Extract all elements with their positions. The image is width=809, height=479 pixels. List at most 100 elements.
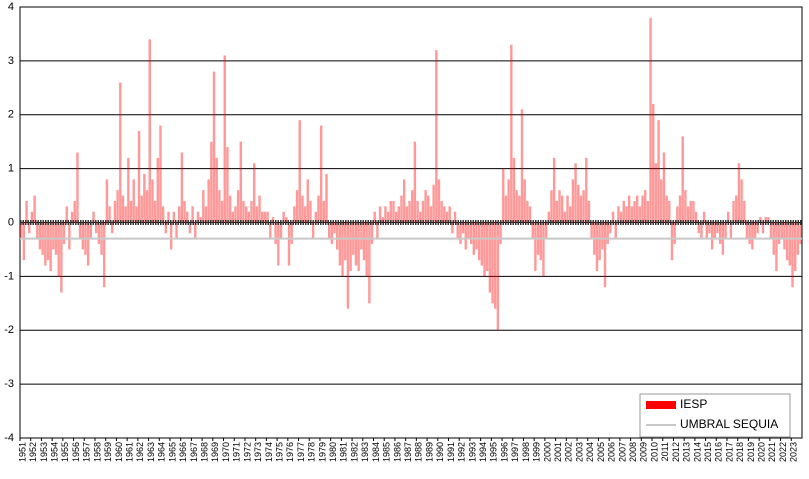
x-tick-label: 1968	[199, 442, 209, 462]
bar	[662, 152, 666, 223]
bar	[92, 211, 95, 223]
bar	[164, 222, 168, 234]
bar	[494, 222, 497, 309]
x-tick-label: 1959	[103, 442, 113, 462]
bar	[496, 222, 500, 331]
bar	[748, 222, 751, 245]
bar	[617, 206, 620, 223]
bar	[566, 195, 569, 223]
bar	[555, 200, 559, 223]
bar	[745, 222, 749, 239]
legend: IESP UMBRAL SEQUIA	[639, 393, 791, 438]
x-tick-label: 2014	[692, 442, 702, 462]
x-tick-label: 1979	[317, 442, 327, 462]
bar	[287, 222, 291, 266]
x-tick-label: 1951	[17, 442, 27, 462]
bar	[113, 200, 117, 223]
bar	[357, 222, 360, 271]
bar	[111, 222, 114, 234]
bar	[678, 195, 682, 223]
bar	[132, 179, 135, 223]
bar	[603, 222, 607, 288]
bar	[365, 222, 368, 277]
bar	[710, 222, 714, 250]
bar	[402, 179, 406, 223]
bar	[534, 222, 537, 271]
bar	[611, 211, 615, 223]
x-tick-label: 1977	[296, 442, 306, 462]
bar	[461, 222, 465, 234]
bar	[186, 211, 189, 223]
legend-box	[639, 393, 791, 438]
x-tick-label: 1982	[349, 442, 359, 462]
bar	[303, 206, 307, 223]
bar	[448, 206, 451, 223]
bar	[212, 71, 216, 223]
bar	[373, 211, 376, 223]
bar	[78, 222, 82, 239]
bar	[676, 206, 679, 223]
x-tick-label: 2009	[639, 442, 649, 462]
bar	[293, 206, 296, 223]
x-tick-label: 2019	[746, 442, 756, 462]
y-tick-label: 1	[8, 163, 14, 175]
bar	[665, 195, 668, 223]
x-tick-label: 1976	[285, 442, 295, 462]
bar	[341, 222, 344, 277]
bar	[121, 195, 125, 223]
x-tick-label: 2004	[585, 442, 595, 462]
bar	[657, 120, 660, 223]
bar	[469, 222, 473, 245]
bar	[692, 200, 695, 223]
bar	[70, 211, 74, 223]
bar	[349, 222, 352, 271]
bar	[453, 211, 457, 223]
bar	[62, 222, 66, 245]
bar	[301, 195, 304, 223]
bar	[97, 222, 101, 245]
bar	[378, 206, 382, 223]
bar	[76, 152, 79, 223]
bar	[89, 222, 93, 239]
bar	[386, 211, 390, 223]
bar	[668, 200, 671, 223]
bar	[737, 163, 741, 223]
bar	[791, 222, 794, 288]
bar	[531, 222, 534, 239]
bar	[793, 222, 797, 271]
bar	[563, 211, 567, 223]
bar	[333, 222, 336, 234]
bar	[311, 222, 315, 239]
bar	[560, 195, 564, 223]
x-tick-label: 2022	[778, 442, 788, 462]
x-tick-label: 2021	[767, 442, 777, 462]
x-tick-label: 1996	[499, 442, 509, 462]
bar	[419, 211, 422, 223]
bar	[49, 222, 52, 271]
bar	[119, 82, 122, 223]
x-tick-label: 2016	[714, 442, 724, 462]
bar	[44, 222, 47, 266]
bar	[261, 211, 264, 223]
x-tick-label: 2013	[682, 442, 692, 462]
bar	[38, 222, 42, 250]
bar	[445, 211, 449, 223]
bar	[269, 222, 272, 239]
bar	[579, 195, 583, 223]
bar	[148, 39, 151, 223]
bar	[86, 222, 90, 266]
bar	[411, 190, 414, 223]
bar	[298, 120, 301, 223]
bar	[646, 200, 650, 223]
x-tick-label: 1958	[92, 442, 102, 462]
bar	[68, 222, 71, 250]
bar	[52, 222, 55, 250]
bar	[729, 222, 733, 239]
bar	[129, 200, 133, 223]
bar	[569, 206, 572, 223]
bar	[282, 211, 285, 223]
bar	[344, 222, 347, 261]
x-tick-label: 1966	[178, 442, 188, 462]
bar	[277, 222, 280, 266]
bar	[194, 222, 197, 239]
